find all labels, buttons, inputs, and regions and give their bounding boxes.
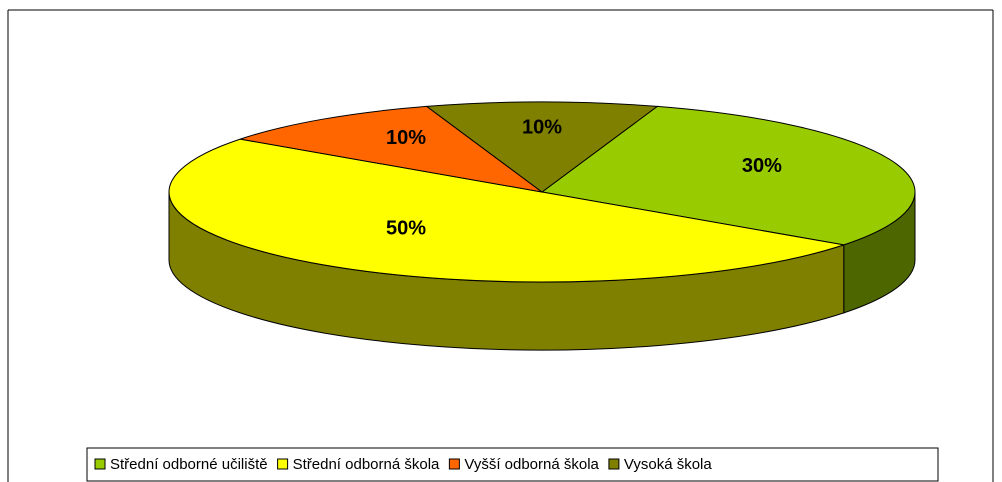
data-label: 50% — [386, 217, 426, 239]
legend-swatch — [94, 458, 106, 470]
legend-label: Střední odborné učiliště — [110, 456, 268, 473]
legend-swatch — [277, 458, 289, 470]
legend-swatch — [608, 458, 620, 470]
slice — [540, 105, 916, 246]
legend-label: Vysoká škola — [624, 456, 712, 473]
data-label: 10% — [386, 127, 426, 149]
slice — [168, 138, 844, 283]
legend-box — [86, 447, 939, 482]
legend-label: Vyšší odborná škola — [464, 456, 599, 473]
data-label: 10% — [522, 116, 562, 138]
slice — [425, 101, 659, 193]
legend-swatch — [448, 458, 460, 470]
data-label: 30% — [742, 155, 782, 177]
slice — [240, 105, 543, 193]
legend-label: Střední odborná škola — [293, 456, 440, 473]
